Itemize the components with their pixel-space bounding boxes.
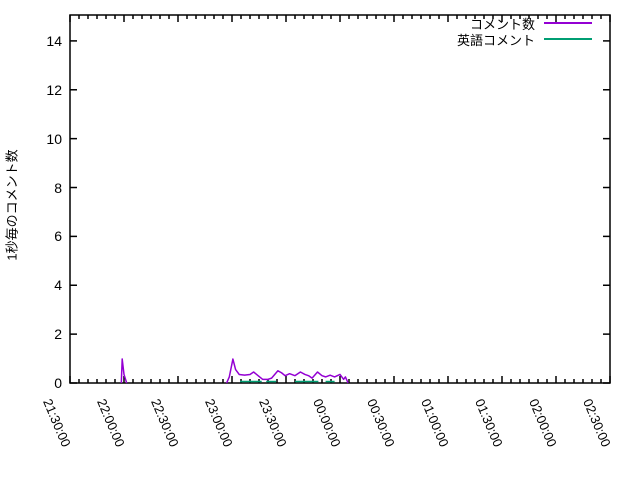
y-tick-label: 14 <box>46 32 62 49</box>
legend-item-comment-count: コメント数 <box>457 15 592 32</box>
legend: コメント数 英語コメント <box>456 15 592 48</box>
series-line-0 <box>120 358 128 384</box>
y-tick-label: 4 <box>54 277 62 294</box>
y-tick-label: 2 <box>54 326 62 343</box>
y-tick-label: 12 <box>46 81 62 98</box>
y-tick-label: 8 <box>54 179 62 196</box>
legend-label-comment-count: コメント数 <box>469 16 535 32</box>
legend-item-english-comments: 英語コメント <box>456 31 592 48</box>
legend-line-sample-comment-count <box>544 22 592 24</box>
series-line-0 <box>225 358 349 384</box>
legend-line-sample-english-comments <box>544 38 592 40</box>
y-tick-label: 0 <box>54 375 62 391</box>
y-tick-label: 10 <box>46 130 62 147</box>
legend-label-english-comments: 英語コメント <box>456 32 535 48</box>
y-tick-label: 6 <box>54 228 62 245</box>
plot-border <box>69 14 611 384</box>
